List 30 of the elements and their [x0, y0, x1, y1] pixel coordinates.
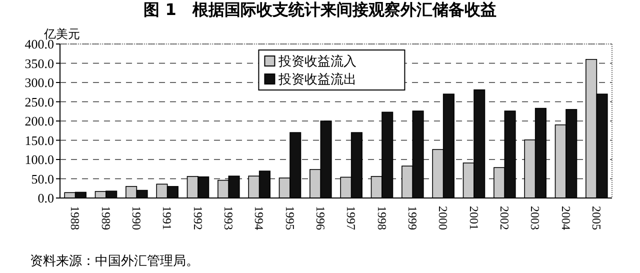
x-tick-label: 1997 [344, 206, 358, 230]
legend-label: 投资收益流入 [278, 54, 357, 70]
x-tick-label: 1999 [405, 206, 420, 230]
y-tick-label: 300.0 [24, 75, 54, 90]
x-tick-label: 2003 [528, 206, 542, 230]
y-tick-label: 0.0 [38, 190, 54, 206]
y-tick-label: 150.0 [24, 132, 54, 148]
x-tick-label: 1993 [221, 206, 236, 230]
y-tick-label: 350.0 [24, 56, 54, 71]
x-tick-label: 1992 [190, 206, 205, 230]
text: 资料来源：中国外汇管理局。 [30, 254, 199, 269]
y-tick-label: 50.0 [31, 171, 54, 186]
x-tick-label: 2000 [436, 206, 450, 230]
x-tick-label: 2001 [466, 206, 481, 230]
x-tick-label: 1998 [374, 206, 389, 230]
y-tick-label: 200.0 [24, 114, 54, 129]
x-tick-label: 1988 [68, 206, 82, 230]
x-tick-label: 1994 [252, 206, 266, 230]
x-tick-label: 2004 [558, 206, 573, 230]
x-tick-label: 2005 [589, 206, 604, 230]
y-tick-label: 250.0 [24, 94, 54, 110]
x-tick-label: 1996 [313, 206, 328, 230]
chart-title: 图 1 根据国际收支统计来间接观察外汇储备收益 [144, 0, 496, 19]
legend-label: 投资收益流出 [278, 72, 357, 88]
x-tick-label: 1995 [282, 206, 297, 230]
x-tick-label: 1991 [160, 206, 174, 230]
y-tick-label: 100.0 [24, 152, 54, 168]
x-tick-label: 2002 [497, 206, 512, 230]
x-tick-label: 1990 [129, 206, 144, 230]
x-tick-label: 1989 [98, 206, 113, 230]
